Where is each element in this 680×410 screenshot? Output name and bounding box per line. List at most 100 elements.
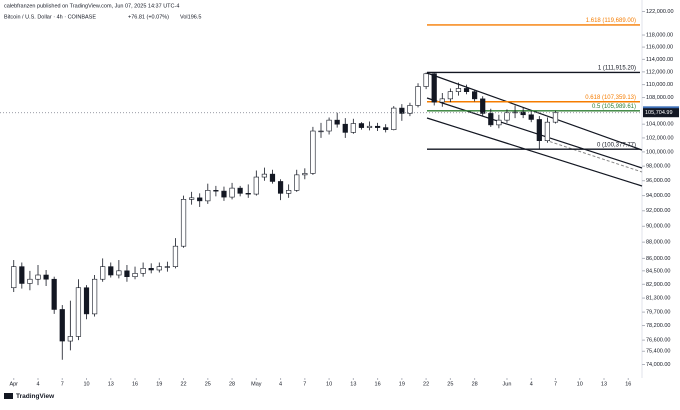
candle-body xyxy=(75,287,82,337)
candle-body xyxy=(423,73,429,87)
candle-body xyxy=(269,173,276,182)
candle-body xyxy=(245,193,251,195)
candle-body xyxy=(358,123,365,128)
x-tick-label: Apr xyxy=(9,381,18,387)
candle-body xyxy=(366,125,373,128)
candle-body xyxy=(520,111,526,116)
y-tick-label: 100,000.00 xyxy=(646,149,674,155)
x-tick-label: 4 xyxy=(279,381,282,387)
y-tick-label: 76,600.00 xyxy=(646,338,670,344)
brand: TradingView xyxy=(16,393,55,400)
x-tick-label: 7 xyxy=(303,381,306,387)
price-tag-label: 105,704.99 xyxy=(645,110,673,116)
x-tick-label: 19 xyxy=(156,381,162,387)
publisher: calebfranzen published on TradingView.co… xyxy=(4,3,179,9)
candle-body xyxy=(326,119,332,132)
candle-body xyxy=(480,98,486,114)
x-tick-label: 16 xyxy=(625,381,631,387)
candle-body xyxy=(496,119,502,126)
y-tick-label: 118,000.00 xyxy=(646,32,673,38)
x-tick-label: Jun xyxy=(503,381,512,387)
candle-body xyxy=(67,336,73,342)
x-tick-label: 25 xyxy=(205,381,211,387)
candle-body xyxy=(528,114,534,120)
candle-body xyxy=(504,112,510,121)
y-tick-label: 84,500.00 xyxy=(646,268,670,274)
candle-body xyxy=(19,266,25,284)
candle-body xyxy=(318,130,324,133)
candle-body xyxy=(472,91,478,100)
candle-body xyxy=(310,130,316,174)
y-tick-label: 88,000.00 xyxy=(646,240,670,246)
candle-body xyxy=(512,111,518,114)
candle-body xyxy=(286,190,292,194)
candle-body xyxy=(189,197,195,200)
x-tick-label: May xyxy=(251,381,262,387)
y-tick-label: 86,000.00 xyxy=(646,256,670,262)
x-tick-label: 10 xyxy=(577,381,583,387)
candle-body xyxy=(116,270,122,276)
x-tick-label: 10 xyxy=(326,381,332,387)
candle-body xyxy=(148,268,154,271)
candle-body xyxy=(374,125,381,128)
fib-label: 0 (100,377.77) xyxy=(597,142,636,148)
candle-body xyxy=(277,181,284,194)
y-tick-label: 81,300.00 xyxy=(646,296,670,302)
candle-body xyxy=(439,98,445,103)
x-tick-label: 4 xyxy=(530,381,533,387)
footer-logo: TradingView xyxy=(4,393,55,400)
candle-body xyxy=(108,266,114,276)
logo-mark xyxy=(4,393,13,399)
change: +76.81 (+0.07%) xyxy=(128,14,169,20)
candle-body xyxy=(552,112,559,123)
x-tick-label: 16 xyxy=(132,381,138,387)
symbol: Bitcoin / U.S. Dollar · 4h · COINBASE xyxy=(4,14,96,20)
candle-body xyxy=(334,119,340,125)
channel-middle xyxy=(426,97,643,169)
candle-body xyxy=(156,266,162,271)
candle-body xyxy=(399,107,405,114)
y-tick-label: 74,000.00 xyxy=(646,362,670,368)
candle-body xyxy=(35,274,41,280)
candle-body xyxy=(431,73,437,103)
x-tick-label: 19 xyxy=(399,381,405,387)
candle-body xyxy=(463,88,470,92)
candle-body xyxy=(302,173,308,176)
fib-label: 0.618 (107,359.13) xyxy=(585,95,636,101)
y-tick-label: 110,000.00 xyxy=(646,82,673,88)
fib-label: 1.618 (119,689.00) xyxy=(586,18,636,24)
x-tick-label: 13 xyxy=(350,381,356,387)
candle-body xyxy=(100,266,106,280)
candle-body xyxy=(197,197,203,202)
candle-body xyxy=(172,245,179,267)
price-tag xyxy=(643,108,679,118)
candle-body xyxy=(140,268,146,274)
candle-body xyxy=(536,119,542,141)
channel-lower xyxy=(426,117,643,187)
x-tick-label: 7 xyxy=(554,381,557,387)
candle-body xyxy=(132,273,138,277)
x-tick-label: 13 xyxy=(601,381,607,387)
candle-body xyxy=(11,266,17,289)
candle-body xyxy=(124,270,130,277)
candle-body xyxy=(59,309,65,342)
x-tick-label: 10 xyxy=(83,381,89,387)
y-tick-label: 112,000.00 xyxy=(646,69,673,75)
candle-body xyxy=(342,123,348,133)
candle-body xyxy=(229,187,235,198)
y-tick-label: 98,000.00 xyxy=(646,164,670,170)
x-tick-label: 13 xyxy=(108,381,114,387)
candle-body xyxy=(205,190,211,202)
x-tick-label: 28 xyxy=(472,381,478,387)
candle-body xyxy=(544,121,550,141)
candle-body xyxy=(415,86,421,106)
x-tick-label: 25 xyxy=(447,381,453,387)
volume: Vol196.5 xyxy=(180,14,201,20)
x-tick-label: 7 xyxy=(61,381,64,387)
x-tick-label: 28 xyxy=(229,381,235,387)
candle-body xyxy=(350,123,356,133)
y-tick-label: 114,000.00 xyxy=(646,57,673,63)
y-tick-label: 122,000.00 xyxy=(646,9,674,15)
